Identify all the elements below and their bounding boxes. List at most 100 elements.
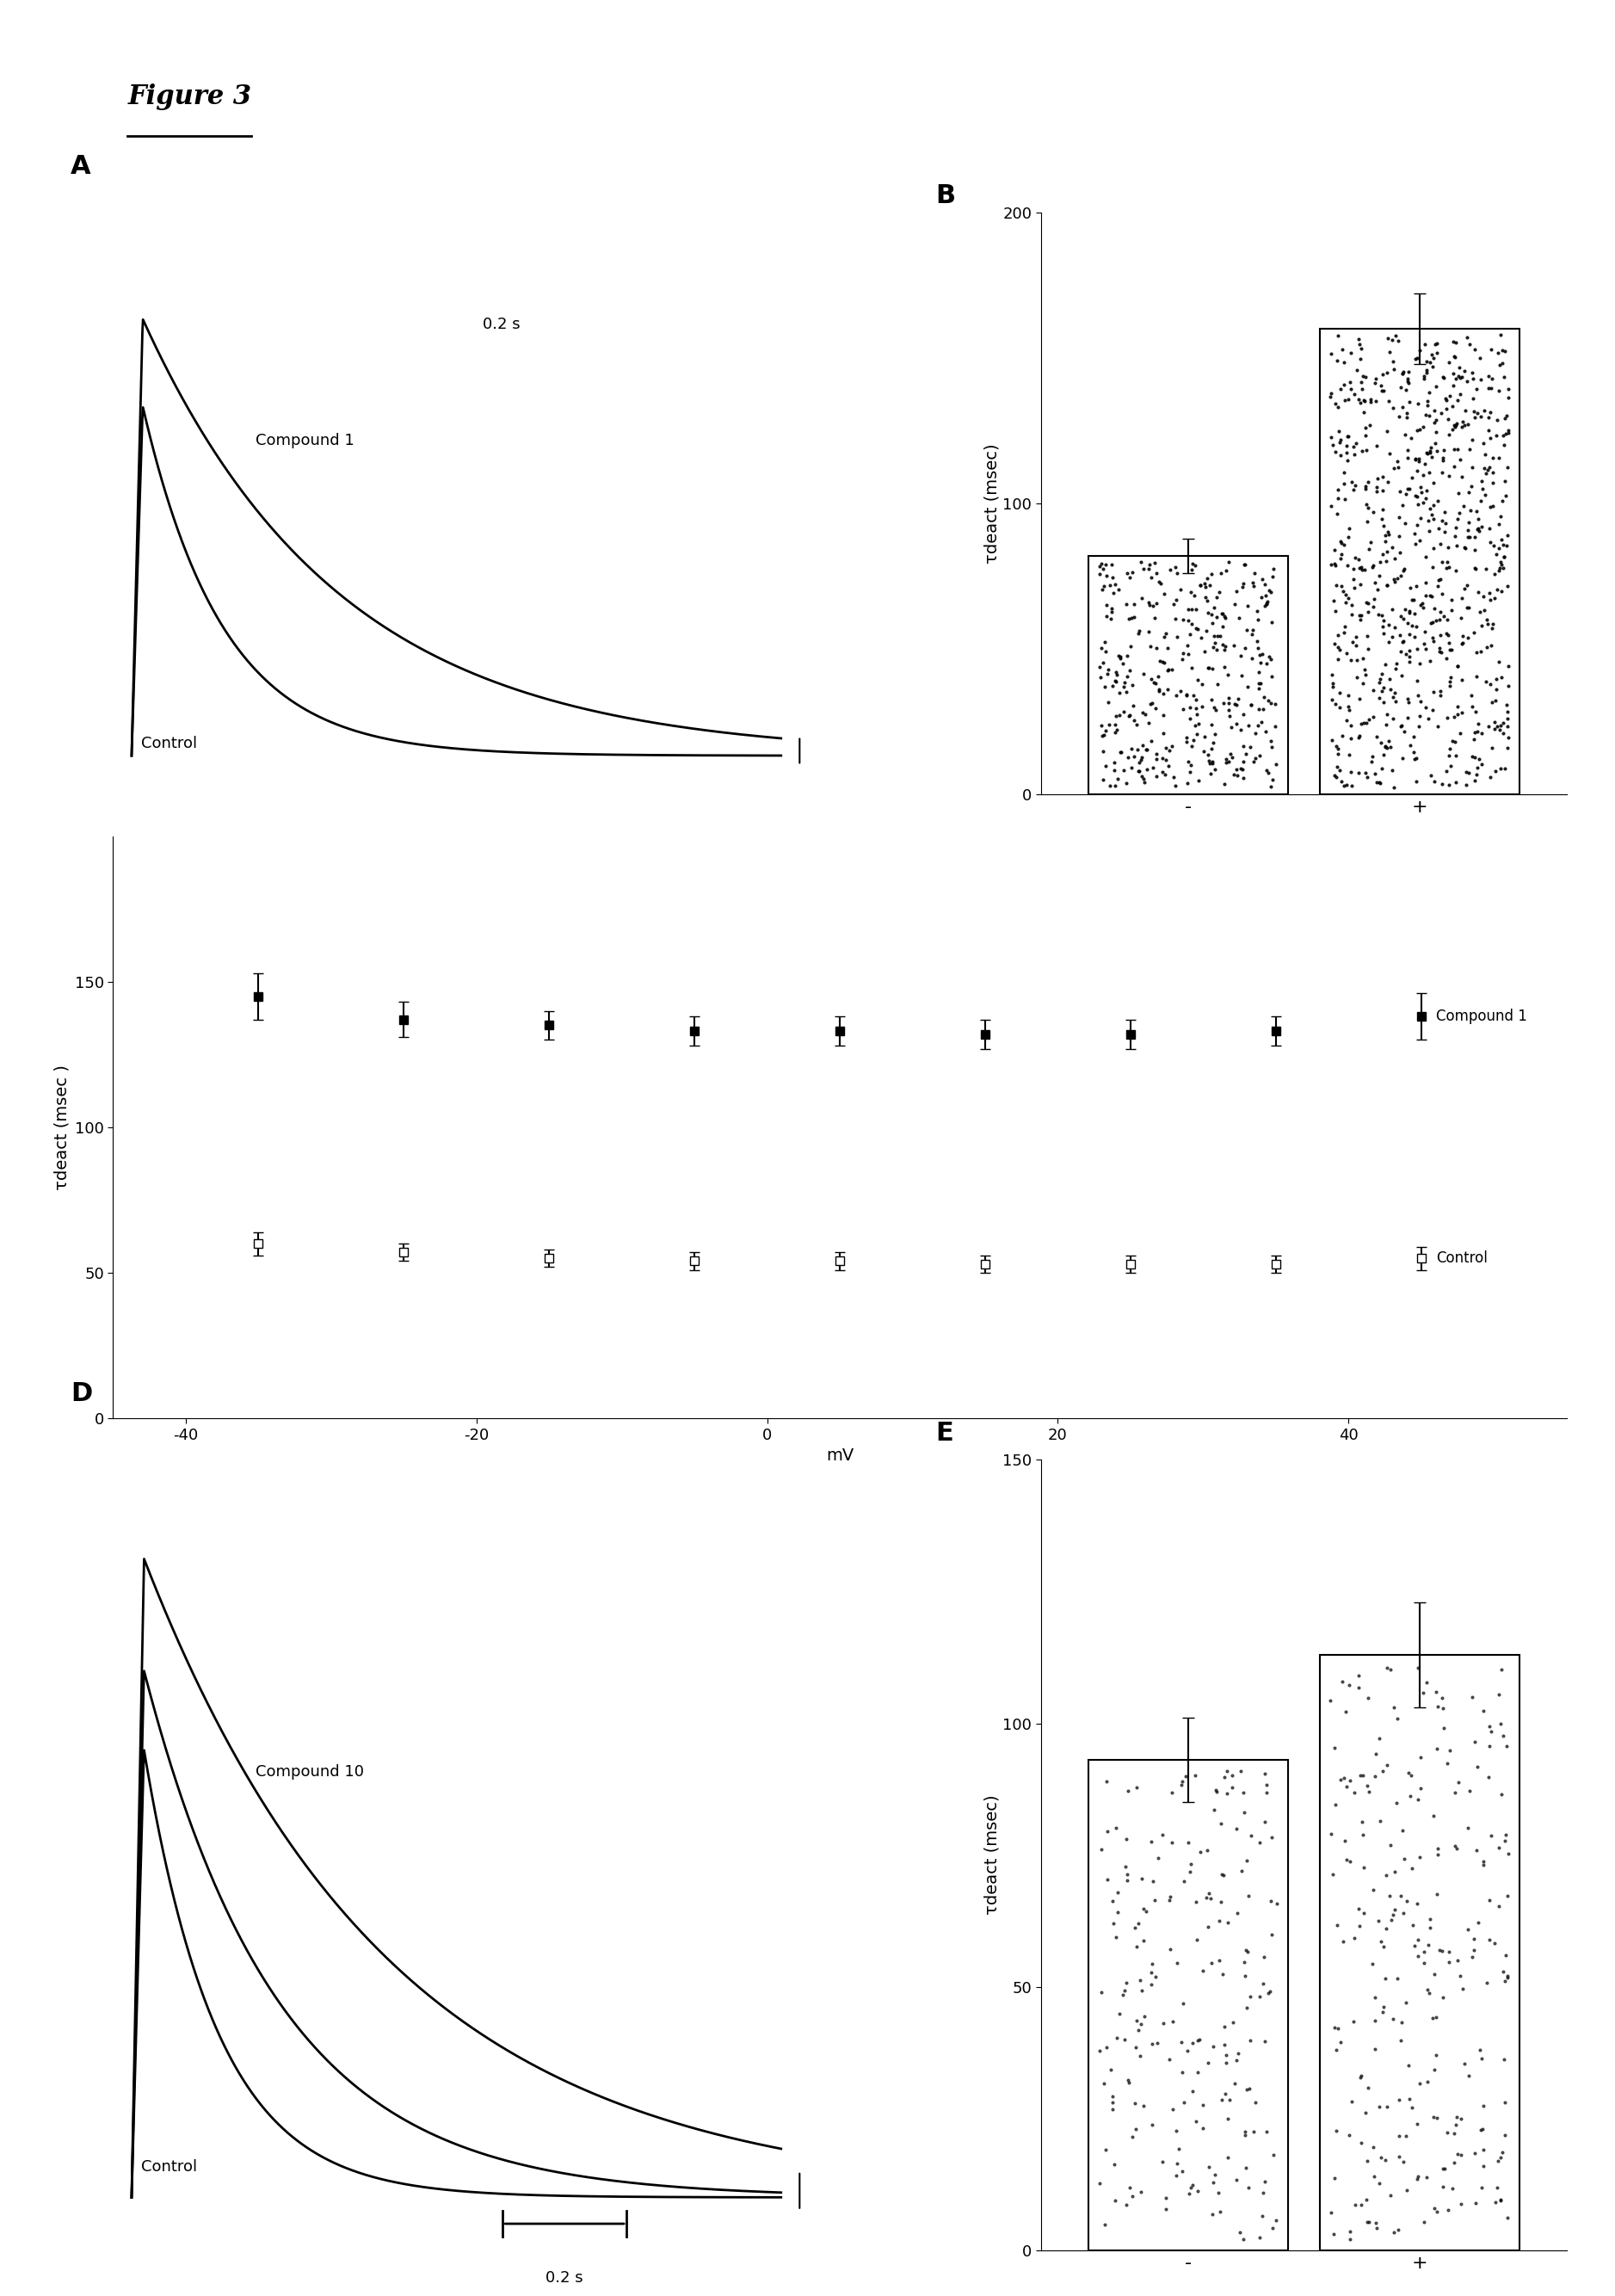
Point [1452,354,1478,390]
Point [1345,542,1371,579]
Point [1386,321,1412,358]
Point [1387,709,1413,746]
Point [1373,542,1399,579]
Point [1415,2064,1441,2101]
Point [1418,576,1444,613]
Point [1336,381,1361,418]
Point [1334,703,1360,739]
Point [1360,2128,1386,2165]
Point [1345,321,1371,358]
Point [1195,650,1221,687]
Point [1426,563,1452,599]
Point [1355,464,1381,501]
Point [1403,452,1429,489]
Point [1342,2186,1368,2223]
Point [1458,354,1484,390]
Point [1347,716,1373,753]
Point [1424,335,1450,372]
Point [1250,691,1276,728]
Point [1379,390,1405,427]
Point [1231,1775,1256,1812]
Point [1474,1759,1500,1795]
Point [1169,1984,1195,2020]
Point [1111,693,1137,730]
Point [1247,654,1273,691]
Point [1155,629,1181,666]
Point [1337,2220,1363,2257]
Point [1119,748,1145,785]
Point [1421,404,1447,441]
Point [1122,2030,1148,2066]
Point [1457,473,1483,510]
Point [1374,319,1400,356]
Point [1413,397,1439,434]
Point [1260,659,1286,696]
Point [1420,340,1445,377]
Point [1382,650,1408,687]
Point [1387,535,1413,572]
Point [1103,664,1129,700]
Point [1203,599,1229,636]
Point [1200,629,1226,666]
Point [1089,546,1114,583]
Point [1103,2181,1129,2218]
Point [1402,526,1428,563]
Point [1177,615,1203,652]
Point [1441,698,1466,735]
Point [1373,728,1399,765]
Point [1318,374,1344,411]
Point [1253,714,1279,751]
Point [1205,666,1231,703]
Point [1206,618,1232,654]
Point [1232,1958,1258,1995]
Point [1231,2220,1256,2257]
Point [1156,2041,1182,2078]
Point [1126,615,1151,652]
Point [1434,602,1460,638]
Point [1347,340,1373,377]
Point [1160,2002,1185,2039]
Point [1378,1828,1403,1864]
Point [1389,356,1415,393]
Point [1119,2119,1145,2156]
Point [1353,2094,1379,2131]
Point [1331,1759,1357,1795]
Point [1366,2165,1392,2202]
Point [1185,661,1211,698]
Point [1466,592,1492,629]
Point [1218,709,1244,746]
Point [1450,487,1476,523]
Point [1153,742,1179,778]
Point [1436,767,1462,804]
Point [1434,700,1460,737]
Point [1486,553,1512,590]
Point [1400,581,1426,618]
Point [1483,418,1508,455]
Point [1465,705,1491,742]
Point [1424,1876,1450,1913]
Point [1184,590,1210,627]
Point [1479,730,1505,767]
Point [1252,2023,1277,2060]
Point [1336,579,1361,615]
Point [1382,1853,1408,1890]
Point [1181,2073,1206,2110]
Point [1376,661,1402,698]
Point [1093,558,1119,595]
Point [1366,1802,1392,1839]
Point [1336,418,1361,455]
Point [1397,471,1423,507]
Point [1321,530,1347,567]
Point [1232,546,1258,583]
Point [1258,767,1284,804]
Point [1444,404,1470,441]
Point [1339,753,1365,790]
Point [1450,404,1476,441]
Point [1119,2179,1145,2216]
Point [1402,441,1428,478]
Point [1447,377,1473,413]
Point [1340,625,1366,661]
Point [1205,2174,1231,2211]
Point [1193,579,1219,615]
Point [1328,567,1353,604]
